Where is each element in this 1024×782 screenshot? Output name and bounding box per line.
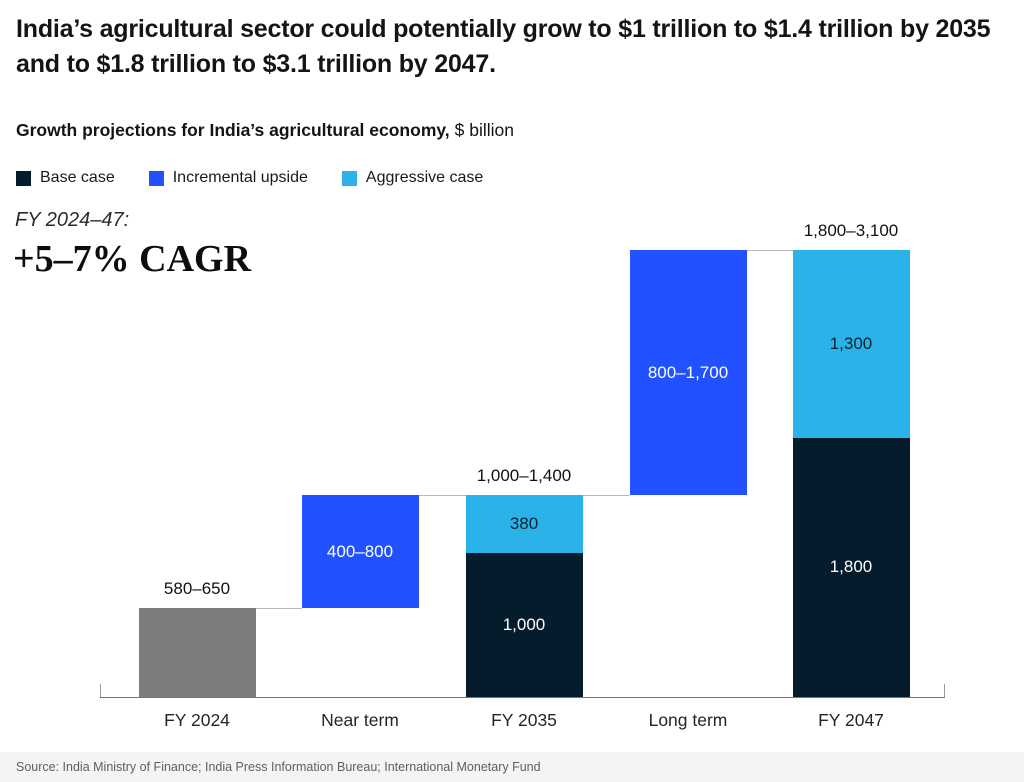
- bar-segment: 1,000: [465, 552, 583, 697]
- legend-label: Incremental upside: [172, 169, 308, 186]
- bar-segment: 400–800: [301, 495, 419, 609]
- bar-value-label: 400–800: [326, 541, 394, 561]
- bar-segment: [138, 608, 256, 697]
- bar-value-label: 1,800: [829, 557, 873, 577]
- chart-subtitle: Growth projections for India’s agricultu…: [16, 120, 514, 141]
- bar-segment: 1,300: [792, 250, 910, 438]
- bar-segment: 380: [465, 495, 583, 553]
- bar-segment: 800–1,700: [629, 250, 747, 496]
- legend: Base case Incremental upside Aggressive ca…: [16, 169, 483, 187]
- connector-line: [746, 250, 793, 251]
- bar-range-label: 1,800–3,100: [803, 221, 899, 240]
- legend-swatch-icon: [16, 170, 31, 186]
- source-bar: Source: India Ministry of Finance; India…: [0, 752, 1024, 782]
- bar-value-label: 380: [509, 513, 539, 533]
- x-axis-category-label: Near term: [321, 710, 399, 730]
- x-axis-line: [100, 697, 945, 698]
- connector-line: [582, 495, 630, 497]
- legend-item: Base case: [16, 169, 115, 187]
- legend-item: Incremental upside: [148, 169, 308, 187]
- legend-label: Aggressive case: [365, 169, 484, 186]
- bar-range-label: 580–650: [163, 579, 231, 599]
- chart-subtitle-unit: $ billion: [454, 120, 515, 140]
- bar-range-label: 1,000–1,400: [476, 466, 572, 486]
- legend-swatch-icon: [341, 170, 357, 186]
- x-axis-category-label: Long term: [648, 710, 728, 730]
- bar-value-label: 1,300: [829, 333, 873, 353]
- source-text: Source: India Ministry of Finance; India…: [16, 760, 541, 774]
- bar-segment: 1,800: [792, 437, 910, 697]
- bar-value-label: 800–1,700: [647, 362, 729, 382]
- exhibit-title: India’s agricultural sector could potent…: [16, 15, 991, 78]
- axis-end-tick: [100, 684, 101, 697]
- bar-value-label: 1,000: [502, 614, 546, 634]
- x-axis-category-label: FY 2024: [164, 710, 230, 730]
- connector-line: [418, 495, 466, 497]
- legend-label: Base case: [40, 169, 115, 186]
- legend-swatch-icon: [148, 170, 164, 186]
- chart-subtitle-text: Growth projections for India’s agricultu…: [16, 120, 450, 140]
- connector-line: [255, 608, 302, 610]
- axis-end-tick: [944, 684, 945, 697]
- legend-item: Aggressive case: [341, 169, 484, 187]
- x-axis-category-label: FY 2047: [818, 710, 884, 730]
- annotation-period-label: FY 2024–47:: [15, 209, 130, 231]
- x-axis-category-label: FY 2035: [491, 710, 557, 730]
- annotation-cagr-label: +5–7% CAGR: [13, 238, 252, 280]
